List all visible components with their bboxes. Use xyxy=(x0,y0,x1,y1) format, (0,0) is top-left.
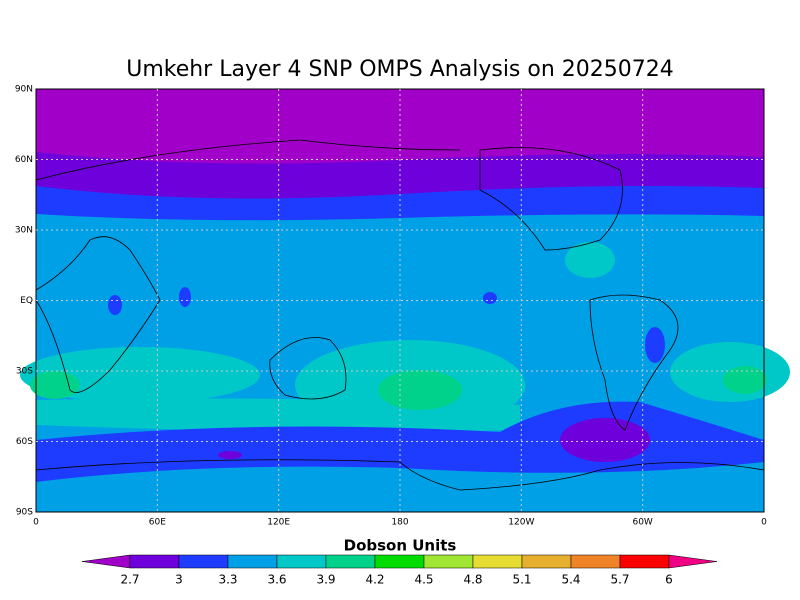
field-band xyxy=(378,370,462,410)
colorbar-label: 4.2 xyxy=(365,573,384,587)
lat-label: EQ xyxy=(20,296,33,306)
field-band xyxy=(218,451,242,459)
eurasia xyxy=(35,139,461,181)
lon-label: 120E xyxy=(267,518,290,528)
field-band xyxy=(645,327,665,363)
colorbar-segment xyxy=(521,554,572,569)
field-band xyxy=(179,287,191,307)
colorbar-label: 3.9 xyxy=(316,573,335,587)
lon-label: 60E xyxy=(149,518,166,528)
north-america xyxy=(479,147,623,251)
lon-label: 120W xyxy=(508,518,534,528)
lon-label: 60W xyxy=(632,518,652,528)
colorbar-label: 2.7 xyxy=(120,573,139,587)
colorbar-segment xyxy=(325,554,376,569)
colorbar-label: 3.3 xyxy=(218,573,237,587)
field-band xyxy=(30,371,80,399)
colorbar-label: 4.8 xyxy=(463,573,482,587)
coastlines xyxy=(35,139,765,491)
lon-label: 0 xyxy=(761,518,767,528)
lat-label: 60N xyxy=(15,155,33,165)
lat-label: 90S xyxy=(16,508,33,518)
colorbar-label: 6 xyxy=(665,573,673,587)
colorbar-label: 5.7 xyxy=(610,573,629,587)
africa xyxy=(35,236,161,393)
field-band xyxy=(723,366,767,394)
colorbar-segment xyxy=(570,554,621,569)
colorbar-label: 3.6 xyxy=(267,573,286,587)
field-band xyxy=(20,347,260,403)
lat-label: 30N xyxy=(15,226,33,236)
antarctica xyxy=(35,459,765,491)
colorbar-segment xyxy=(276,554,327,569)
colorbar-title: Dobson Units xyxy=(344,537,457,555)
colorbar-segment xyxy=(374,554,425,569)
colorbar-segment xyxy=(423,554,474,569)
field-band xyxy=(483,292,497,304)
field-band xyxy=(108,295,122,315)
ozone-field xyxy=(20,89,790,512)
colorbar-segment xyxy=(129,554,180,569)
lat-label: 30S xyxy=(16,367,33,377)
colorbar-label: 5.4 xyxy=(561,573,580,587)
colorbar-label: 3 xyxy=(175,573,183,587)
map-title: Umkehr Layer 4 SNP OMPS Analysis on 2025… xyxy=(126,57,674,82)
lon-label: 0 xyxy=(33,518,39,528)
colorbar-segment xyxy=(178,554,229,569)
colorbar-end xyxy=(81,554,131,569)
australia xyxy=(269,337,347,400)
colorbar-end xyxy=(668,554,718,569)
colorbar-label: 4.5 xyxy=(414,573,433,587)
lat-label: 90N xyxy=(15,85,33,95)
south-america xyxy=(589,294,679,431)
colorbar-segment xyxy=(619,554,670,569)
colorbar-segment xyxy=(227,554,278,569)
field-band xyxy=(36,89,764,164)
lat-label: 60S xyxy=(16,437,33,447)
lon-label: 180 xyxy=(391,518,408,528)
colorbar-label: 5.1 xyxy=(512,573,531,587)
field-band xyxy=(565,242,615,278)
field-band xyxy=(560,418,650,462)
colorbar-segment xyxy=(472,554,523,569)
